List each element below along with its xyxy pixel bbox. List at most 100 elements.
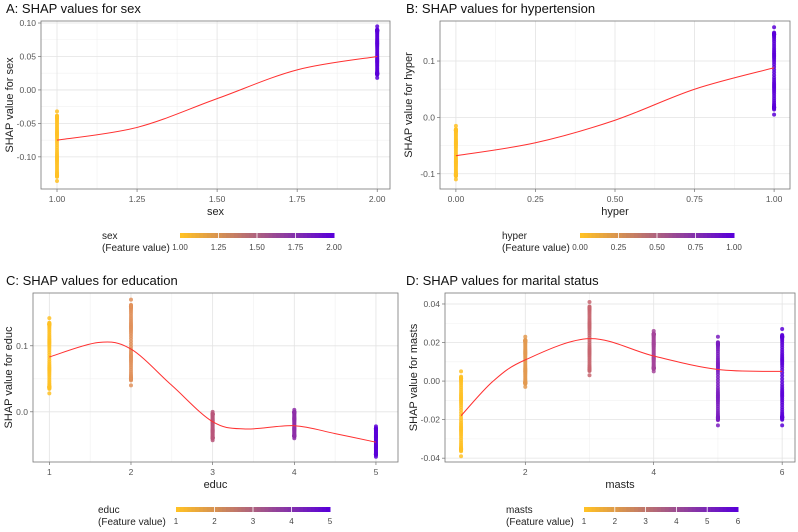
- colorbar-segment: [718, 507, 724, 512]
- colorbar-segment: [283, 507, 289, 512]
- point-group-2: [128, 297, 133, 388]
- colorbar-segment: [260, 507, 266, 512]
- colorbar-segment: [295, 233, 300, 238]
- panel-title: A: SHAP values for sex: [6, 1, 141, 16]
- legend-tick-label: 2: [613, 517, 618, 526]
- data-point: [772, 112, 777, 117]
- x-axis-label: hyper: [601, 206, 629, 218]
- colorbar-segment: [279, 507, 285, 512]
- colorbar-segment: [237, 233, 243, 238]
- colorbar-segment: [322, 507, 327, 512]
- plot-border: [40, 20, 391, 190]
- plot-border: [444, 292, 796, 463]
- colorbar-segment: [703, 507, 708, 512]
- colorbar-segment: [180, 233, 185, 238]
- data-point: [715, 377, 720, 382]
- x-tick-label: 2: [129, 467, 134, 477]
- colorbar-segment: [287, 507, 292, 512]
- colorbar-segment: [691, 233, 696, 238]
- colorbar-segment: [610, 507, 616, 512]
- colorbar-segment: [226, 507, 231, 512]
- colorbar-segment: [703, 233, 708, 238]
- colorbar-segment: [318, 233, 323, 238]
- legend-tick-label: 5: [328, 517, 333, 526]
- colorbar-segment: [291, 507, 296, 512]
- colorbar-segment: [680, 507, 685, 512]
- colorbar-segment: [710, 233, 716, 238]
- data-point: [772, 25, 777, 30]
- smooth-curve: [56, 55, 378, 141]
- point-group-1: [459, 369, 464, 459]
- data-point: [375, 24, 380, 29]
- legend-tick-label: 6: [736, 517, 741, 526]
- colorbar-segment: [183, 233, 189, 238]
- colorbar-segment: [256, 507, 262, 512]
- legend-tick-label: 4: [674, 517, 679, 526]
- colorbar-segment: [179, 507, 185, 512]
- data-point: [373, 424, 378, 429]
- colorbar-segment: [637, 507, 643, 512]
- data-point: [47, 391, 52, 396]
- data-point: [128, 302, 133, 307]
- colorbar-segment: [676, 507, 681, 512]
- colorbar-segment: [233, 507, 239, 512]
- colorbar-segment: [584, 507, 589, 512]
- colorbar-segment: [680, 233, 685, 238]
- colorbar-segment: [580, 233, 585, 238]
- colorbar-segment: [657, 233, 662, 238]
- colorbar-segment: [310, 507, 316, 512]
- y-tick-label: 0.04: [423, 299, 440, 309]
- y-tick-label: 0.05: [19, 51, 36, 61]
- panel-d: D: SHAP values for marital status 2 4 6 -0.0…: [406, 273, 796, 528]
- colorbar-segment: [187, 507, 192, 512]
- colorbar-segment: [606, 233, 612, 238]
- colorbar-segment: [226, 233, 231, 238]
- point-group-4: [292, 407, 297, 441]
- legend-tick-label: 1.75: [288, 243, 304, 252]
- colorbar-segment: [268, 233, 273, 238]
- y-tick-label: 0.1: [423, 56, 435, 66]
- data-point: [772, 30, 777, 35]
- colorbar-segment: [326, 233, 331, 238]
- data-point: [587, 300, 592, 305]
- y-tick-label: -0.02: [421, 415, 441, 425]
- data-point: [292, 407, 297, 412]
- colorbar-segment: [183, 507, 189, 512]
- colorbar-segment: [322, 233, 327, 238]
- colorbar-segment: [591, 233, 596, 238]
- colorbar-segment: [260, 233, 266, 238]
- colorbar-segment: [303, 507, 308, 512]
- data-point: [453, 177, 458, 182]
- colorbar-segment: [599, 507, 604, 512]
- colorbar-segment: [202, 507, 208, 512]
- colorbar-segment: [614, 233, 619, 238]
- y-tick-label: 0.00: [19, 85, 36, 95]
- colorbar-segment: [714, 233, 720, 238]
- data-point: [210, 409, 215, 414]
- colorbar-segment: [726, 507, 731, 512]
- colorbar-segment: [714, 507, 720, 512]
- x-tick-label: 4: [651, 467, 656, 477]
- colorbar-segment: [249, 507, 254, 512]
- colorbar-segment: [622, 233, 627, 238]
- data-point: [780, 332, 785, 337]
- colorbar-segment: [206, 507, 212, 512]
- colorbar-segment: [707, 507, 712, 512]
- colorbar-segment: [241, 507, 246, 512]
- colorbar-segment: [672, 233, 677, 238]
- legend-tick-label: 4: [289, 517, 294, 526]
- colorbar-segment: [603, 507, 608, 512]
- data-point: [523, 384, 528, 389]
- point-group-3: [587, 300, 592, 378]
- panel-b: B: SHAP values for hypertension 0.00 0.25 0…: [403, 1, 791, 254]
- legend-title: sex: [102, 231, 118, 242]
- colorbar-segment: [230, 233, 235, 238]
- legend-subtitle: (Feature value): [506, 517, 574, 528]
- colorbar-segment: [245, 233, 250, 238]
- colorbar-segment: [276, 507, 281, 512]
- colorbar-legend: sex(Feature value) 1.00 1.25 1.50 1.75 2.00: [102, 231, 342, 254]
- x-tick-label: 4: [292, 467, 297, 477]
- colorbar-segment: [264, 507, 269, 512]
- legend-title: masts: [506, 505, 533, 516]
- colorbar-segment: [634, 507, 639, 512]
